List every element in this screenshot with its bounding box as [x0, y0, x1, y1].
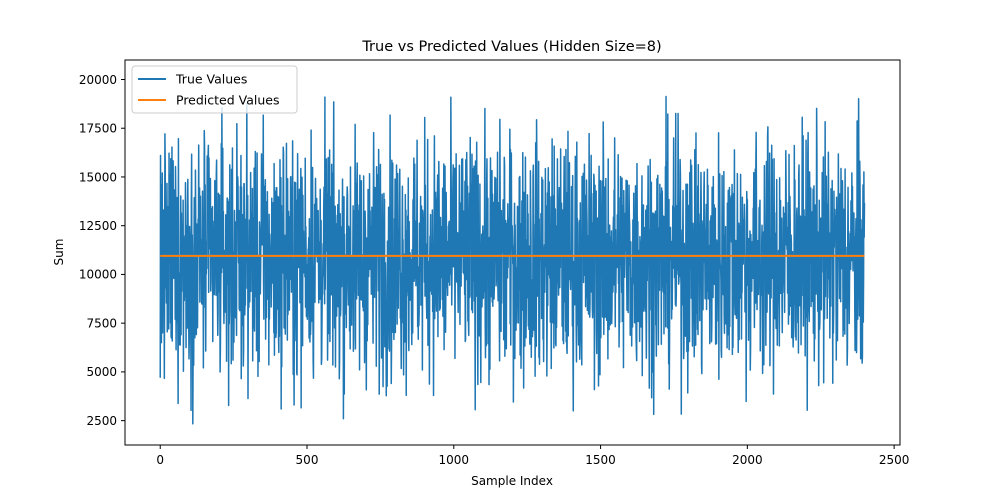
legend-label-predicted-values: Predicted Values — [176, 93, 280, 108]
x-tick-label: 0 — [156, 453, 164, 467]
y-tick-label: 7500 — [86, 316, 117, 330]
chart-title: True vs Predicted Values (Hidden Size=8) — [361, 39, 661, 55]
x-tick-label: 1500 — [585, 453, 616, 467]
x-axis-label: Sample Index — [471, 474, 553, 488]
y-tick-label: 5000 — [86, 365, 117, 379]
y-tick-label: 17500 — [79, 122, 117, 136]
y-tick-label: 20000 — [79, 73, 117, 87]
legend: True Values Predicted Values — [131, 65, 298, 114]
series-line-true-values — [159, 95, 866, 425]
legend-box — [131, 65, 298, 114]
legend-label-true-values: True Values — [175, 72, 247, 87]
y-tick-label: 2500 — [86, 414, 117, 428]
y-tick-label: 12500 — [79, 219, 117, 233]
y-tick-label: 10000 — [79, 268, 117, 282]
axes-frame — [124, 59, 901, 446]
x-tick-label: 2000 — [732, 453, 763, 467]
y-axis: 2500 5000 7500 10000 12500 15000 17500 20000 — [79, 73, 125, 428]
plot-area — [124, 59, 901, 446]
x-tick-label: 1000 — [439, 453, 470, 467]
y-tick-label: 15000 — [79, 170, 117, 184]
series-layer — [159, 95, 866, 425]
x-axis: 0 500 1000 1500 2000 2500 — [156, 445, 909, 467]
y-axis-label: Sum — [52, 239, 66, 266]
x-tick-label: 500 — [296, 453, 319, 467]
x-tick-label: 2500 — [879, 453, 910, 467]
